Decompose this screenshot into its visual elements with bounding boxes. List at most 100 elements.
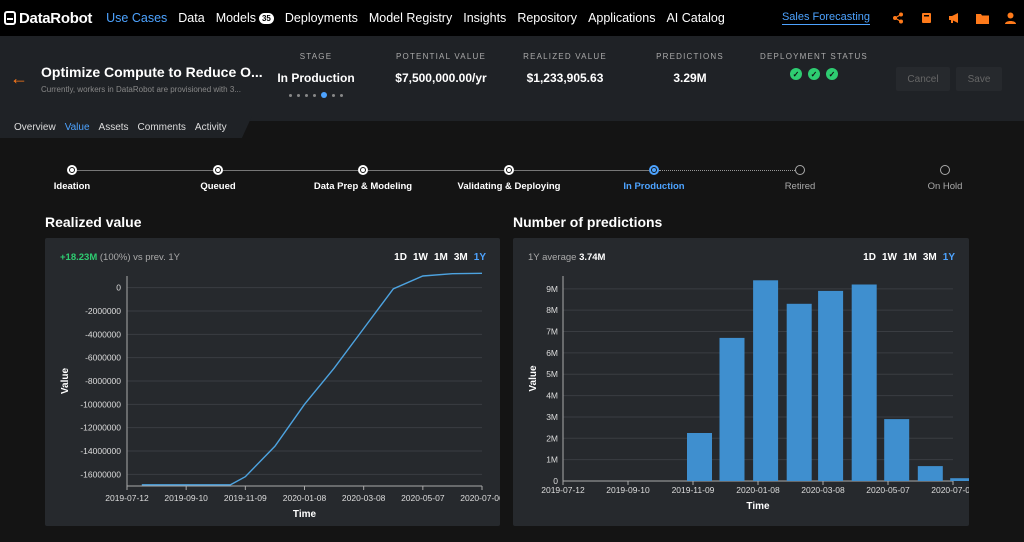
range-3m[interactable]: 3M (453, 252, 468, 263)
bar (917, 466, 943, 481)
stage-dots (276, 92, 356, 98)
potential-value-stat: POTENTIAL VALUE $7,500,000.00/yr (395, 52, 487, 85)
y-tick-label: 9M (546, 284, 558, 294)
predictions-title: Number of predictions (513, 214, 663, 230)
range-1y[interactable]: 1Y (942, 252, 955, 263)
predictions-chart: 0 1M 2M 3M 4M 5M 6M 7M 8M 9M 2019-07-12 2019-09-10 2… (528, 276, 969, 512)
range-1m[interactable]: 1M (902, 252, 917, 263)
predictions-average: 1Y average 3.74M (528, 252, 606, 263)
nav-deployments[interactable]: Deployments (284, 11, 358, 25)
bar (786, 303, 812, 481)
stage-node-retired[interactable] (795, 165, 805, 175)
predictions-panel: 1Y average 3.74M 1D 1W 1M 3M 1Y 0 1M 2M 3M 4M 5M 6… (513, 238, 969, 526)
main-nav: Use Cases Data Models 35 Deployments Model Re… (106, 9, 736, 27)
cancel-button[interactable]: Cancel (896, 67, 950, 91)
nav-data[interactable]: Data (178, 11, 205, 25)
nav-repository[interactable]: Repository (517, 11, 578, 25)
book-icon[interactable] (912, 0, 940, 36)
stage-node-validating-deploying[interactable] (504, 165, 514, 175)
y-tick-label: -16000000 (80, 469, 121, 479)
x-tick-label: 2020-05-07 (866, 485, 910, 495)
realized-value-stat: REALIZED VALUE $1,233,905.63 (523, 52, 607, 85)
datarobot-logo[interactable]: DataRobot (4, 10, 92, 27)
stage-node-on-hold[interactable] (940, 165, 950, 175)
nav-applications[interactable]: Applications (588, 11, 656, 25)
y-tick-label: 2M (546, 433, 558, 443)
stage-stat: STAGE In Production (276, 52, 356, 98)
y-tick-label: -8000000 (85, 376, 121, 386)
stage-label-retired: Retired (784, 181, 816, 192)
x-tick-label: 2020-05-07 (401, 493, 445, 503)
tab-overview[interactable]: Overview (14, 121, 56, 133)
x-tick-label: 2019-09-10 (606, 485, 650, 495)
stage-node-in-production[interactable] (649, 165, 659, 175)
range-1m[interactable]: 1M (433, 252, 448, 263)
stage-connector (514, 170, 649, 171)
range-1w[interactable]: 1W (881, 252, 897, 263)
check-circle-icon[interactable]: ✓ (826, 68, 838, 80)
y-tick-label: 7M (546, 327, 558, 337)
stage-node-data-prep-modeling[interactable] (358, 165, 368, 175)
use-case-title: Optimize Compute to Reduce O... (41, 64, 263, 80)
project-link[interactable]: Sales Forecasting (781, 11, 870, 25)
bar (719, 337, 745, 481)
stage-label-queued: Queued (200, 181, 236, 192)
y-tick-label: 6M (546, 348, 558, 358)
user-icon[interactable] (996, 0, 1024, 36)
realized-value-panel: +18.23M (100%) vs prev. 1Y 1D 1W 1M 3M 1Y 0 -… (45, 238, 500, 526)
check-circle-icon[interactable]: ✓ (790, 68, 802, 80)
back-arrow-icon[interactable]: ← (10, 68, 28, 88)
time-range-selector: 1D 1W 1M 3M 1Y (394, 252, 486, 263)
x-tick-label: 2019-11-09 (672, 485, 715, 495)
stage-label-data-prep-modeling: Data Prep & Modeling (313, 181, 413, 192)
y-tick-label: 0 (553, 476, 558, 486)
nav-ai-catalog[interactable]: AI Catalog (666, 11, 725, 25)
y-tick-label: 5M (546, 369, 558, 379)
x-tick-label: 2020-03-08 (801, 485, 845, 495)
stage-label-in-production: In Production (623, 181, 685, 192)
time-range-selector: 1D 1W 1M 3M 1Y (863, 252, 955, 263)
range-3m[interactable]: 3M (922, 252, 937, 263)
tab-activity[interactable]: Activity (194, 121, 227, 133)
check-circle-icon[interactable]: ✓ (808, 68, 820, 80)
x-tick-label: 2020-03-08 (342, 493, 386, 503)
nav-model-registry[interactable]: Model Registry (368, 11, 453, 25)
deployment-status-stat: DEPLOYMENT STATUS ✓ ✓ ✓ (760, 52, 868, 80)
nav-insights[interactable]: Insights (463, 11, 507, 25)
realized-value-chart: 0 -2000000 -4000000 -6000000 -8000000 -100000… (60, 272, 500, 520)
range-1w[interactable]: 1W (412, 252, 428, 263)
range-1y[interactable]: 1Y (473, 252, 486, 263)
x-tick-label: 2020-07-06 (931, 485, 969, 495)
stage-node-queued[interactable] (213, 165, 223, 175)
y-tick-label: -2000000 (85, 306, 121, 316)
nav-models[interactable]: Models 35 (216, 11, 274, 25)
y-tick-label: -10000000 (80, 399, 121, 409)
folder-icon[interactable] (968, 0, 996, 36)
y-tick-label: 8M (546, 305, 558, 315)
share-icon[interactable] (884, 0, 912, 36)
y-axis-label: Value (60, 368, 71, 395)
tab-assets[interactable]: Assets (98, 121, 129, 133)
range-1d[interactable]: 1D (394, 252, 407, 263)
bar (950, 478, 969, 481)
stage-connector (77, 170, 213, 171)
use-case-description: Currently, workers in DataRobot are prov… (41, 85, 241, 94)
stage-connector (223, 170, 358, 171)
range-1d[interactable]: 1D (863, 252, 876, 263)
bar (687, 433, 712, 481)
stage-connector (659, 170, 795, 171)
megaphone-icon[interactable] (940, 0, 968, 36)
y-tick-label: 1M (546, 455, 558, 465)
x-tick-label: 2020-01-08 (283, 493, 327, 503)
tab-comments[interactable]: Comments (137, 121, 186, 133)
series-line (141, 272, 483, 486)
x-tick-label: 2020-07-06 (460, 493, 500, 503)
save-button[interactable]: Save (956, 67, 1002, 91)
y-tick-label: 3M (546, 412, 558, 422)
y-tick-label: -6000000 (85, 353, 121, 363)
stage-node-ideation[interactable] (67, 165, 77, 175)
tab-value[interactable]: Value (64, 121, 90, 133)
predictions-stat: PREDICTIONS 3.29M (656, 52, 724, 85)
nav-use-cases[interactable]: Use Cases (106, 11, 168, 25)
bar (884, 419, 910, 481)
